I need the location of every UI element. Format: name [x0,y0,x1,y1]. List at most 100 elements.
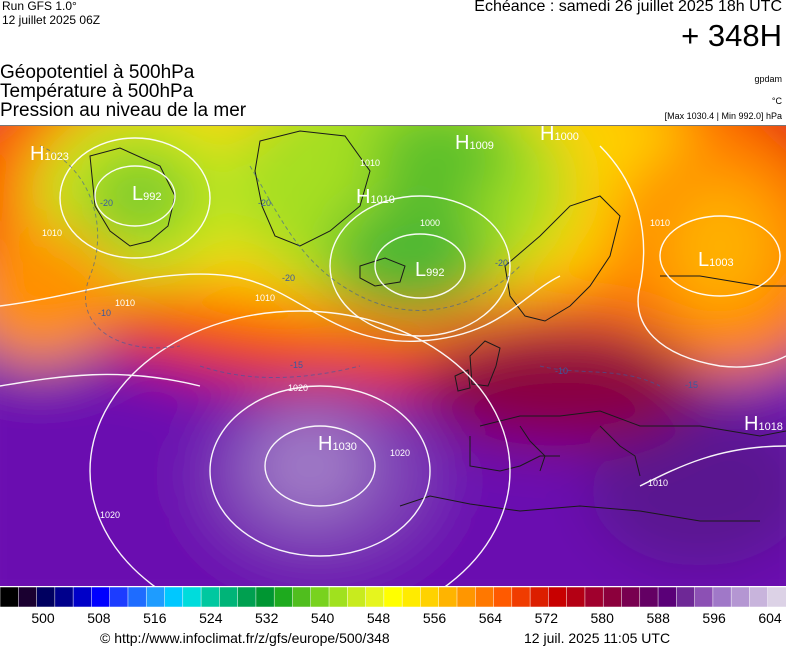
colorbar-tick-label: 548 [366,610,391,626]
title-temperature: Température à 500hPa [0,81,194,102]
isotherm-label: -20 [282,273,295,283]
colorbar-swatch [730,587,751,607]
colorbar-swatch [566,587,586,607]
pressure-centers: H1023 L992 H1010 H1009 H1000 L992 L1003 … [30,126,783,455]
colorbar-swatch [18,587,38,607]
title-pressure: Pression au niveau de la mer [0,100,247,121]
colorbar-swatch [109,587,129,607]
title-geopotential: Géopotentiel à 500hPa [0,62,195,83]
colorbar-swatch [292,587,312,607]
colorbar-tick-label: 588 [646,610,670,626]
pressure-minmax: [Max 1030.4 | Min 992.0] hPa [664,111,782,121]
pressure-center: H1018 [744,413,783,435]
unit-temperature: °C [771,96,782,106]
pressure-center: H1000 [540,126,579,145]
center-value: 1018 [758,421,782,433]
isotherm-label: -15 [685,380,698,390]
lead-time: + 348H [681,18,782,53]
center-letter: L [415,259,426,281]
pressure-center: H1030 [318,433,357,455]
center-value: 992 [143,191,161,203]
center-letter: H [540,126,554,145]
colorbar-swatch [529,587,550,607]
colorbar-swatch [255,587,275,607]
colorbar-swatch [347,587,367,607]
colorbar-tick-label: 532 [255,610,279,626]
isobar-label: 1010 [115,298,135,308]
colorbar-swatch [237,587,257,607]
isobar-label: 1010 [42,228,62,238]
isobar-label: 1010 [650,218,670,228]
colorbar-swatch [383,587,403,607]
weather-map: H1023 L992 H1010 H1009 H1000 L992 L1003 … [0,125,786,586]
colorbar-swatch [219,587,239,607]
colorbar-swatch [584,587,604,607]
colorbar-tick-label: 524 [199,610,223,626]
isobar-label: 1020 [100,510,120,520]
center-value: 1003 [709,257,733,269]
colorbar-swatch [694,587,714,607]
center-letter: H [455,132,469,154]
colorbar-tick-label: 556 [422,610,447,626]
colorbar-svg [0,587,786,607]
pressure-center: H1009 [455,132,494,154]
colorbar-swatch [621,587,641,607]
colorbar-swatch [767,587,786,607]
center-letter: H [30,143,44,165]
pressure-center: H1010 [356,186,395,208]
center-value: 1030 [332,441,356,453]
colorbar-tick-label: 604 [758,610,782,626]
center-value: 1000 [554,131,578,143]
isotherm-label: -10 [98,308,111,318]
isobar-label: 1020 [390,448,410,458]
isotherm-label: -20 [100,198,113,208]
colorbar-swatch [54,587,74,607]
pressure-center: L992 [132,183,161,205]
map-svg: H1023 L992 H1010 H1009 H1000 L992 L1003 … [0,126,786,586]
colorbar-tick-label: 564 [478,610,503,626]
colorbar [0,587,786,607]
unit-geopotential: gpdam [754,74,782,84]
colorbar-swatch [127,587,147,607]
colorbar-swatch [310,587,330,607]
colorbar-swatch [438,587,458,607]
colorbar-swatch [164,587,184,607]
colorbar-swatch [456,587,477,607]
colorbar-swatch [273,587,294,607]
colorbar-swatch [420,587,440,607]
isobar-label: 1000 [420,218,440,228]
colorbar-tick-label: 540 [310,610,335,626]
colorbar-tick-label: 596 [702,610,726,626]
colorbar-swatch [639,587,659,607]
colorbar-swatch [548,587,568,607]
geopotential-field [0,126,786,586]
colorbar-swatch [511,587,531,607]
colorbar-swatch [182,587,202,607]
pressure-center: L992 [415,259,444,281]
colorbar-swatch [0,587,20,607]
colorbar-swatch [657,587,678,607]
colorbar-swatch [749,587,769,607]
center-letter: H [318,433,332,455]
isobar-label: 1020 [288,383,308,393]
colorbar-swatch [676,587,696,607]
colorbar-tick-label: 508 [87,610,111,626]
colorbar-tick-label: 500 [31,610,55,626]
colorbar-swatch [712,587,732,607]
center-value: 1010 [370,194,394,206]
isobar-label: 1010 [360,158,380,168]
colorbar-swatch [475,587,495,607]
colorbar-tick-label: 516 [143,610,167,626]
isobar-labels: 1010 1010 1000 1010 1010 1010 1020 1020 … [42,158,670,520]
isobars [0,137,786,586]
credit-url: © http://www.infoclimat.fr/z/gfs/europe/… [100,630,390,646]
colorbar-swatch [145,587,166,607]
colorbar-tick-label: 580 [590,610,614,626]
valid-time: Échéance : samedi 26 juillet 2025 18h UT… [474,0,782,15]
colorbar-swatch [328,587,349,607]
center-letter: H [356,186,370,208]
isotherm-label: -15 [290,360,303,370]
center-value: 1009 [469,140,493,152]
credit-timestamp: 12 juil. 2025 11:05 UTC [524,630,671,646]
isotherm-label: -20 [258,198,271,208]
